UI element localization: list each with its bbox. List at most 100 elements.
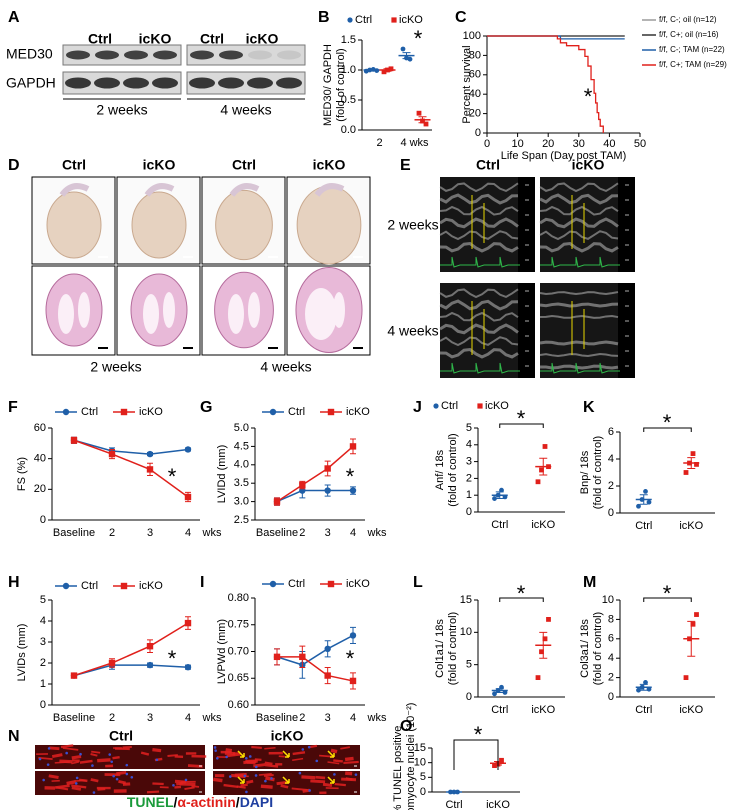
- nucleus: [108, 753, 112, 756]
- blot-band: [95, 50, 119, 60]
- legend-label: Ctrl: [81, 406, 98, 418]
- y-tick-label: 3: [466, 456, 472, 468]
- blot-band: [248, 50, 272, 60]
- chamber: [143, 294, 159, 334]
- echo-texture: [439, 288, 519, 299]
- error-bar: [418, 116, 427, 124]
- marker: [690, 451, 696, 456]
- significance-mark: *: [663, 581, 672, 606]
- chamber: [333, 292, 345, 328]
- actinin-fiber: [225, 748, 233, 753]
- actinin-fiber: [234, 774, 249, 778]
- error-bar: [539, 631, 548, 659]
- echo-texture: [539, 241, 619, 253]
- panel-letter: L: [413, 574, 423, 591]
- marker: [299, 653, 306, 661]
- marker: [70, 672, 78, 679]
- chamber: [248, 292, 260, 328]
- marker: [542, 636, 548, 642]
- arrow: [282, 776, 290, 784]
- actinin-fiber: [152, 748, 162, 753]
- y-tick-label: 10: [460, 626, 472, 638]
- marker: [299, 481, 306, 489]
- y-tick-label: 5: [466, 659, 472, 671]
- x-axis-label: Life Span (Day post TAM): [501, 150, 627, 162]
- actinin-fiber: [78, 778, 88, 783]
- y-tick-label: 0: [466, 506, 472, 518]
- echo-texture: [439, 323, 519, 335]
- x-tick-label: 3: [147, 712, 153, 724]
- image-panels: [31, 44, 635, 795]
- nucleus: [74, 782, 78, 785]
- echo-texture: [539, 193, 619, 205]
- echo-texture: [439, 182, 519, 193]
- marker: [273, 653, 281, 661]
- y-tick-label: 0.5: [341, 94, 356, 106]
- marker: [643, 680, 648, 685]
- actinin-fiber: [97, 758, 111, 763]
- stain-legend: TUNEL/α-actinin/DAPI: [127, 794, 273, 810]
- panel-letter: I: [200, 574, 204, 591]
- heart: [46, 191, 102, 259]
- protein-label: MED30: [6, 46, 53, 62]
- group-label: icKO: [271, 728, 304, 744]
- legend-marker: [62, 582, 70, 590]
- nucleus: [308, 789, 311, 792]
- legend-marker: [327, 408, 335, 416]
- blot-strip: [62, 44, 182, 66]
- actinin-fiber: [191, 785, 200, 788]
- y-tick-label: 80: [469, 49, 481, 61]
- nucleus: [270, 777, 273, 780]
- y-tick-label: 0: [40, 699, 46, 711]
- heart: [215, 189, 273, 261]
- blot-band: [218, 77, 244, 89]
- x-tick-label: Baseline: [53, 712, 95, 724]
- y-axis-label: LVIDs (mm): [16, 624, 28, 682]
- nucleus: [333, 773, 336, 776]
- x-tick-label: icKO: [679, 520, 703, 532]
- marker: [690, 621, 696, 627]
- actinin-fiber: [71, 786, 82, 791]
- blot-band: [65, 77, 91, 89]
- nucleus: [65, 751, 68, 755]
- blot-band: [152, 77, 178, 89]
- error-bar: [687, 620, 696, 657]
- blot-band: [123, 77, 149, 89]
- echo-texture: [439, 205, 519, 216]
- nucleus: [245, 790, 248, 794]
- y-tick-label: 3.5: [234, 477, 249, 489]
- y-tick-label: 2: [40, 657, 46, 669]
- actinin-fiber: [327, 761, 340, 765]
- significance-mark: *: [168, 464, 177, 489]
- panel-letter: J: [413, 399, 422, 416]
- y-tick-label: 1: [40, 678, 46, 690]
- panel-letter: A: [8, 9, 20, 26]
- significance-mark: *: [474, 722, 483, 747]
- echo-texture: [439, 347, 519, 359]
- nucleus: [125, 772, 129, 776]
- y-axis-label: LVPWd (mm): [216, 619, 228, 684]
- nucleus: [245, 757, 248, 760]
- x-tick-label: 4: [350, 527, 356, 539]
- marker: [542, 444, 548, 449]
- actinin-fiber: [340, 746, 351, 750]
- legend-marker: [391, 17, 397, 23]
- y-tick-label: 15: [414, 742, 426, 754]
- nucleus: [125, 763, 129, 767]
- marker: [492, 496, 497, 501]
- marker: [108, 659, 116, 667]
- x-tick-label: icKO: [486, 799, 510, 810]
- ecg-trace: [540, 362, 620, 374]
- survival-curve: [487, 35, 604, 133]
- nucleus: [42, 778, 45, 782]
- blot-band: [124, 50, 148, 60]
- blot-band: [277, 50, 301, 60]
- significance-mark: *: [414, 26, 423, 51]
- blot-band: [219, 50, 243, 60]
- blot-band: [94, 77, 120, 89]
- legend-label: f/f, C+; TAM (n=29): [659, 60, 727, 69]
- actinin-fiber: [140, 751, 150, 756]
- legend-label: icKO: [485, 400, 509, 412]
- x-tick-label: Ctrl: [491, 704, 508, 716]
